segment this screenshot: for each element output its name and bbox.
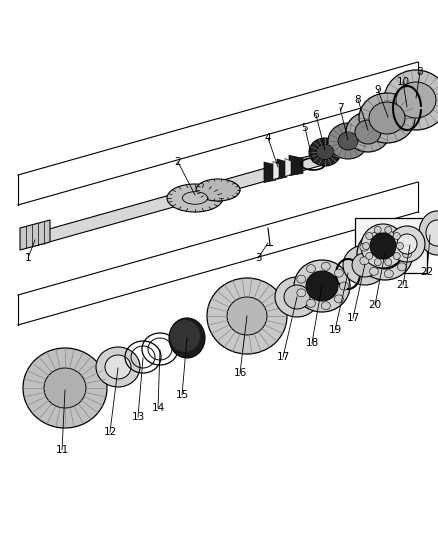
Text: 3: 3 — [254, 253, 261, 263]
Ellipse shape — [321, 302, 330, 310]
Text: 17: 17 — [276, 352, 290, 362]
Ellipse shape — [339, 282, 349, 290]
Ellipse shape — [321, 262, 330, 270]
Ellipse shape — [96, 347, 140, 387]
Ellipse shape — [374, 227, 381, 233]
Polygon shape — [20, 220, 50, 250]
Ellipse shape — [384, 230, 393, 238]
Text: 19: 19 — [328, 325, 342, 335]
Ellipse shape — [297, 289, 306, 297]
Text: 20: 20 — [368, 300, 381, 310]
Ellipse shape — [352, 253, 378, 277]
Text: 22: 22 — [420, 267, 434, 277]
Ellipse shape — [307, 265, 315, 273]
Ellipse shape — [360, 243, 369, 251]
Ellipse shape — [196, 179, 240, 201]
Polygon shape — [35, 150, 330, 246]
Ellipse shape — [359, 93, 415, 143]
Text: 11: 11 — [55, 445, 69, 455]
Text: 14: 14 — [152, 403, 165, 413]
Text: 1: 1 — [25, 253, 31, 263]
Polygon shape — [264, 162, 276, 182]
Ellipse shape — [44, 368, 86, 408]
Ellipse shape — [23, 348, 107, 428]
Polygon shape — [273, 161, 279, 180]
Text: 8: 8 — [355, 95, 361, 105]
Polygon shape — [285, 158, 291, 176]
Text: 17: 17 — [346, 313, 360, 323]
Ellipse shape — [207, 278, 287, 354]
Ellipse shape — [384, 270, 393, 278]
Text: 6: 6 — [313, 110, 319, 120]
Polygon shape — [289, 155, 303, 176]
Ellipse shape — [361, 224, 405, 268]
Ellipse shape — [334, 269, 343, 277]
Text: 21: 21 — [396, 280, 410, 290]
Ellipse shape — [393, 232, 400, 239]
Ellipse shape — [328, 123, 368, 159]
Ellipse shape — [167, 184, 223, 212]
Ellipse shape — [297, 275, 306, 283]
Ellipse shape — [343, 245, 387, 285]
Ellipse shape — [385, 227, 392, 233]
Text: 12: 12 — [103, 427, 117, 437]
Text: 15: 15 — [175, 390, 189, 400]
Ellipse shape — [397, 263, 406, 271]
Ellipse shape — [316, 144, 334, 160]
Ellipse shape — [227, 297, 267, 335]
Text: 5: 5 — [302, 123, 308, 133]
Ellipse shape — [363, 243, 370, 249]
Text: 18: 18 — [305, 338, 318, 348]
Ellipse shape — [389, 226, 425, 262]
Ellipse shape — [306, 271, 338, 301]
Ellipse shape — [396, 243, 403, 249]
Ellipse shape — [370, 233, 396, 259]
Text: 7: 7 — [337, 103, 343, 113]
Ellipse shape — [170, 320, 200, 352]
Ellipse shape — [346, 112, 390, 152]
Text: 13: 13 — [131, 412, 145, 422]
Ellipse shape — [403, 250, 411, 258]
Polygon shape — [277, 159, 287, 180]
Text: 4: 4 — [265, 133, 271, 143]
Ellipse shape — [426, 220, 438, 246]
Text: 10: 10 — [396, 77, 410, 87]
Ellipse shape — [397, 234, 417, 254]
Ellipse shape — [368, 239, 402, 269]
Ellipse shape — [309, 138, 341, 166]
Ellipse shape — [366, 232, 373, 239]
Ellipse shape — [419, 211, 438, 255]
Text: 16: 16 — [233, 368, 247, 378]
Text: 2: 2 — [175, 157, 181, 167]
Ellipse shape — [370, 268, 378, 276]
Ellipse shape — [366, 253, 373, 260]
Ellipse shape — [357, 228, 413, 280]
Ellipse shape — [284, 285, 310, 309]
Bar — [355, 218, 427, 273]
Ellipse shape — [294, 260, 350, 312]
Ellipse shape — [396, 82, 436, 118]
Ellipse shape — [105, 355, 131, 379]
Ellipse shape — [370, 233, 378, 241]
Ellipse shape — [385, 259, 392, 265]
Text: 8: 8 — [417, 67, 423, 77]
Ellipse shape — [275, 277, 319, 317]
Ellipse shape — [369, 102, 405, 134]
Ellipse shape — [384, 70, 438, 130]
Ellipse shape — [355, 120, 381, 144]
Ellipse shape — [397, 237, 406, 245]
Ellipse shape — [374, 259, 381, 265]
Ellipse shape — [169, 318, 205, 358]
Ellipse shape — [338, 132, 358, 150]
Ellipse shape — [182, 192, 208, 204]
Ellipse shape — [393, 253, 400, 260]
Ellipse shape — [334, 295, 343, 303]
Ellipse shape — [360, 257, 369, 265]
Text: 9: 9 — [374, 85, 381, 95]
Ellipse shape — [307, 300, 315, 308]
